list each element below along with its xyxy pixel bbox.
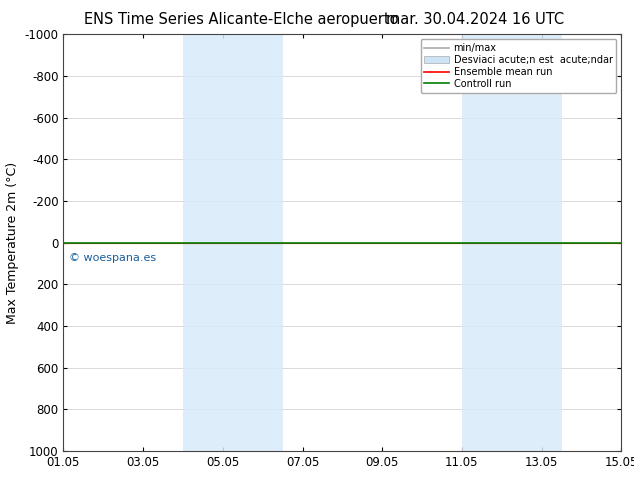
Text: ENS Time Series Alicante-Elche aeropuerto: ENS Time Series Alicante-Elche aeropuert…: [84, 12, 398, 27]
Text: mar. 30.04.2024 16 UTC: mar. 30.04.2024 16 UTC: [387, 12, 564, 27]
Y-axis label: Max Temperature 2m (°C): Max Temperature 2m (°C): [6, 162, 19, 323]
Text: © woespana.es: © woespana.es: [69, 253, 156, 263]
Bar: [462, 34, 562, 451]
Legend: min/max, Desviaci acute;n est  acute;ndar, Ensemble mean run, Controll run: min/max, Desviaci acute;n est acute;ndar…: [420, 39, 616, 93]
Bar: [183, 34, 283, 451]
